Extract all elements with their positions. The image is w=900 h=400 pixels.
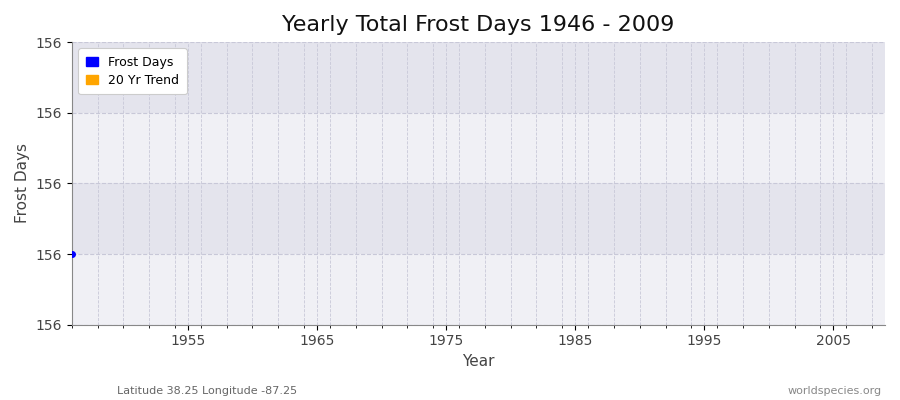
X-axis label: Year: Year	[462, 354, 495, 369]
Bar	[72, 42, 885, 113]
Bar	[72, 254, 885, 325]
Bar	[72, 184, 885, 254]
Legend: Frost Days, 20 Yr Trend: Frost Days, 20 Yr Trend	[78, 48, 186, 94]
Text: Latitude 38.25 Longitude -87.25: Latitude 38.25 Longitude -87.25	[117, 386, 297, 396]
Title: Yearly Total Frost Days 1946 - 2009: Yearly Total Frost Days 1946 - 2009	[283, 15, 675, 35]
Text: worldspecies.org: worldspecies.org	[788, 386, 882, 396]
Bar	[72, 113, 885, 184]
Y-axis label: Frost Days: Frost Days	[15, 144, 30, 224]
